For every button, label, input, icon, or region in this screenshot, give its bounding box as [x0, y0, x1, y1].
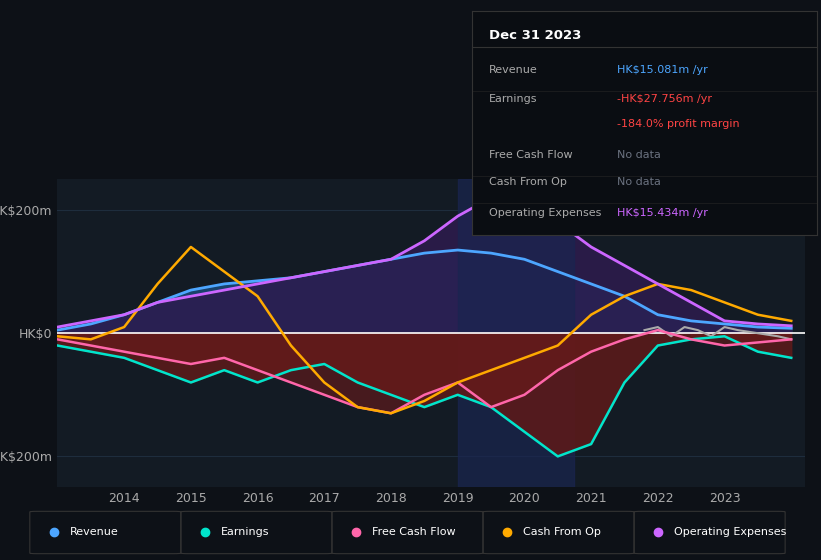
- Text: Revenue: Revenue: [70, 527, 118, 537]
- Text: Free Cash Flow: Free Cash Flow: [489, 150, 573, 160]
- Text: -184.0% profit margin: -184.0% profit margin: [617, 119, 740, 129]
- Text: -HK$27.756m /yr: -HK$27.756m /yr: [617, 94, 712, 104]
- Text: HK$15.081m /yr: HK$15.081m /yr: [617, 65, 708, 75]
- Text: Cash From Op: Cash From Op: [489, 177, 567, 187]
- Text: Earnings: Earnings: [489, 94, 538, 104]
- Text: Cash From Op: Cash From Op: [523, 527, 601, 537]
- Bar: [458, 179, 575, 487]
- Text: Operating Expenses: Operating Expenses: [674, 527, 787, 537]
- Text: HK$15.434m /yr: HK$15.434m /yr: [617, 208, 708, 218]
- Text: Dec 31 2023: Dec 31 2023: [489, 29, 582, 42]
- Text: No data: No data: [617, 177, 661, 187]
- Text: Operating Expenses: Operating Expenses: [489, 208, 602, 218]
- Text: Revenue: Revenue: [489, 65, 538, 75]
- Text: Free Cash Flow: Free Cash Flow: [372, 527, 456, 537]
- Text: Earnings: Earnings: [221, 527, 269, 537]
- Text: No data: No data: [617, 150, 661, 160]
